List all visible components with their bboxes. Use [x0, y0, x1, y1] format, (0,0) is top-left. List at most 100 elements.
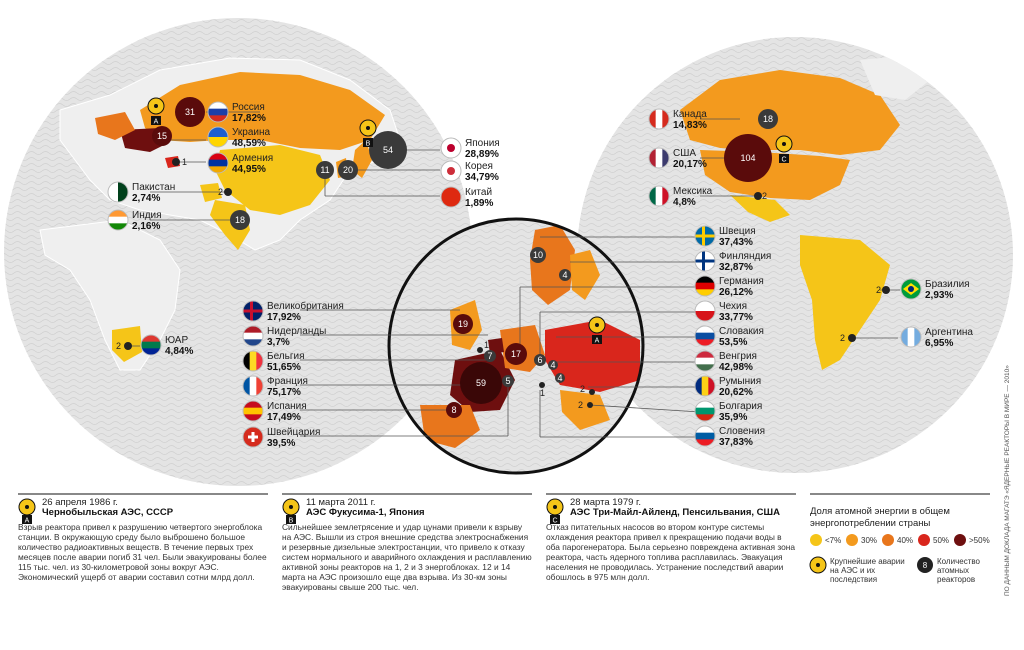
reactor-count-czech: 6: [537, 355, 542, 365]
country-name: США: [673, 148, 696, 159]
legend-reactor-sample: 8: [923, 561, 928, 570]
romania-bulgaria-region: [560, 390, 610, 430]
slovenia-flag-icon: [695, 426, 715, 446]
canada-region: [680, 70, 900, 155]
romania-flag-icon: [695, 376, 715, 396]
accident-text: Отказ питательных насосов во втором конт…: [546, 522, 796, 582]
country-percent: 3,7%: [267, 337, 290, 348]
country-percent: 32,87%: [719, 262, 753, 273]
country-name: Нидерланды: [267, 326, 326, 337]
country-percent: 33,77%: [719, 312, 753, 323]
accident-marker-b: B: [359, 119, 377, 148]
marker-c-label: C: [781, 157, 786, 164]
reactor-count-sweden: 10: [533, 250, 543, 260]
brazil-flag-icon: [901, 279, 921, 299]
reactor-count-ukraine: 15: [157, 131, 167, 141]
russia-flag-icon: [208, 102, 228, 122]
accident-marker-a-europe: A: [588, 316, 606, 345]
country-name: Финляндия: [719, 251, 771, 262]
country-labels: Россия17,82%Украина48,59%Армения44,95%Па…: [107, 101, 973, 449]
reactor-count-belgium: 7: [487, 351, 492, 361]
finland-flag-icon: [695, 251, 715, 271]
country-name: Швейцария: [267, 427, 320, 438]
country-percent: 37,43%: [719, 237, 753, 248]
country-percent: 34,79%: [465, 172, 499, 183]
accident-title: АЭС Три-Майл-Айленд, Пенсильвания, США: [570, 507, 780, 518]
country-percent: 17,92%: [267, 312, 301, 323]
legend-item-gt50: >50%: [969, 536, 990, 545]
uk-flag-icon: [243, 301, 263, 321]
country-percent: 35,9%: [719, 412, 747, 423]
germany-flag-icon: [695, 276, 715, 296]
reactor-count-india: 18: [235, 215, 245, 225]
reactor-count-switzerland: 5: [505, 376, 510, 386]
radiation-icon-c: C: [546, 498, 564, 525]
legend-item-lt7: <7%: [825, 536, 841, 545]
accident-date: 26 апреля 1986 г.: [42, 497, 118, 508]
country-percent: 2,93%: [925, 290, 953, 301]
country-percent: 75,17%: [267, 387, 301, 398]
country-name: Швеция: [719, 226, 756, 237]
finland-region: [570, 250, 600, 300]
country-name: Бельгия: [267, 351, 305, 362]
reactor-count-finland: 4: [562, 270, 567, 280]
france-flag-icon: [243, 376, 263, 396]
accident-text: Взрыв реактора привел к разрушению четве…: [18, 522, 267, 582]
legend: <7% 30% 40% 50% >50% 8: [809, 534, 990, 574]
india-flag-icon: [108, 210, 128, 230]
spain-flag-icon: [243, 401, 263, 421]
reactor-count-brazil: 2: [876, 285, 881, 295]
legend-reactor-label: Количество атомных реакторов: [937, 557, 980, 584]
reactor-count-netherlands: 1: [484, 340, 489, 350]
accident-date: 28 марта 1979 г.: [570, 497, 641, 508]
country-name: Канада: [673, 109, 707, 120]
country-name: Пакистан: [132, 182, 175, 193]
legend-item-30: 30%: [861, 536, 877, 545]
accident-title: АЭС Фукусима-1, Япония: [306, 507, 425, 518]
legend-item-50: 50%: [933, 536, 949, 545]
country-name: Аргентина: [925, 327, 973, 338]
country-name: Франция: [267, 376, 308, 387]
country-name: Корея: [465, 161, 493, 172]
accident-title: Чернобыльская АЭС, СССР: [42, 507, 174, 518]
country-percent: 39,5%: [267, 438, 295, 449]
country-name: Румыния: [719, 376, 761, 387]
reactor-count-slovakia: 4: [550, 360, 555, 370]
marker-b-label: B: [366, 141, 371, 148]
accident-marker-a: A: [147, 97, 165, 126]
country-name: Россия: [232, 102, 265, 113]
reactor-count-canada: 18: [763, 114, 773, 124]
country-percent: 37,83%: [719, 437, 753, 448]
country-name: Испания: [267, 401, 307, 412]
country-percent: 53,5%: [719, 337, 747, 348]
legend-reactor-icon: [917, 557, 933, 573]
legend-accident-label: Крупнейшие аварии на АЭС и их последстви…: [830, 557, 905, 584]
country-name: Бразилия: [925, 279, 970, 290]
reactor-count-south-africa: 2: [116, 341, 121, 351]
legend-swatch-50: [918, 534, 930, 546]
korea-flag-icon: [441, 161, 461, 181]
legend-title: Доля атомной энергии в общем энергопотре…: [810, 506, 950, 529]
country-name: Словения: [719, 426, 765, 437]
radiation-icon-a: A: [18, 498, 36, 525]
mexico-flag-icon: [649, 186, 669, 206]
marker-a-europe-label: A: [595, 338, 600, 345]
eastern-hemisphere-globe: [4, 18, 472, 486]
country-percent: 42,98%: [719, 362, 753, 373]
country-name: Украина: [232, 127, 271, 138]
pakistan-region: [200, 183, 222, 202]
